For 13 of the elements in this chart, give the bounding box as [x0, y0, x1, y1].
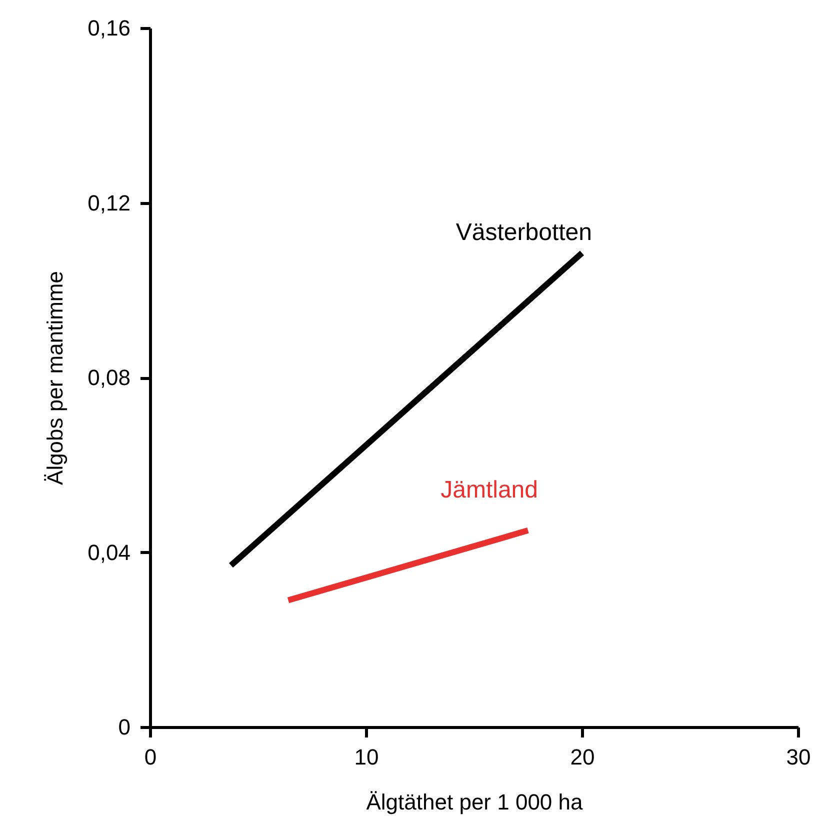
x-tick-label: 20 — [570, 744, 595, 770]
y-tick-label: 0,08 — [88, 365, 130, 390]
y-tick-label: 0,16 — [88, 16, 130, 40]
series-label: Västerbotten — [456, 218, 592, 246]
y-axis-title: Älgobs per mantimme — [42, 271, 68, 485]
x-axis-title: Älgtäthet per 1 000 ha — [366, 790, 584, 814]
y-tick-label: 0,04 — [88, 540, 130, 565]
y-tick-label: 0 — [118, 714, 130, 740]
x-tick-label: 30 — [786, 744, 811, 770]
series-label: Jämtland — [440, 476, 538, 504]
x-tick-label: 0 — [144, 744, 157, 770]
x-tick-label: 10 — [354, 744, 379, 770]
y-tick-label: 0,12 — [88, 190, 130, 216]
